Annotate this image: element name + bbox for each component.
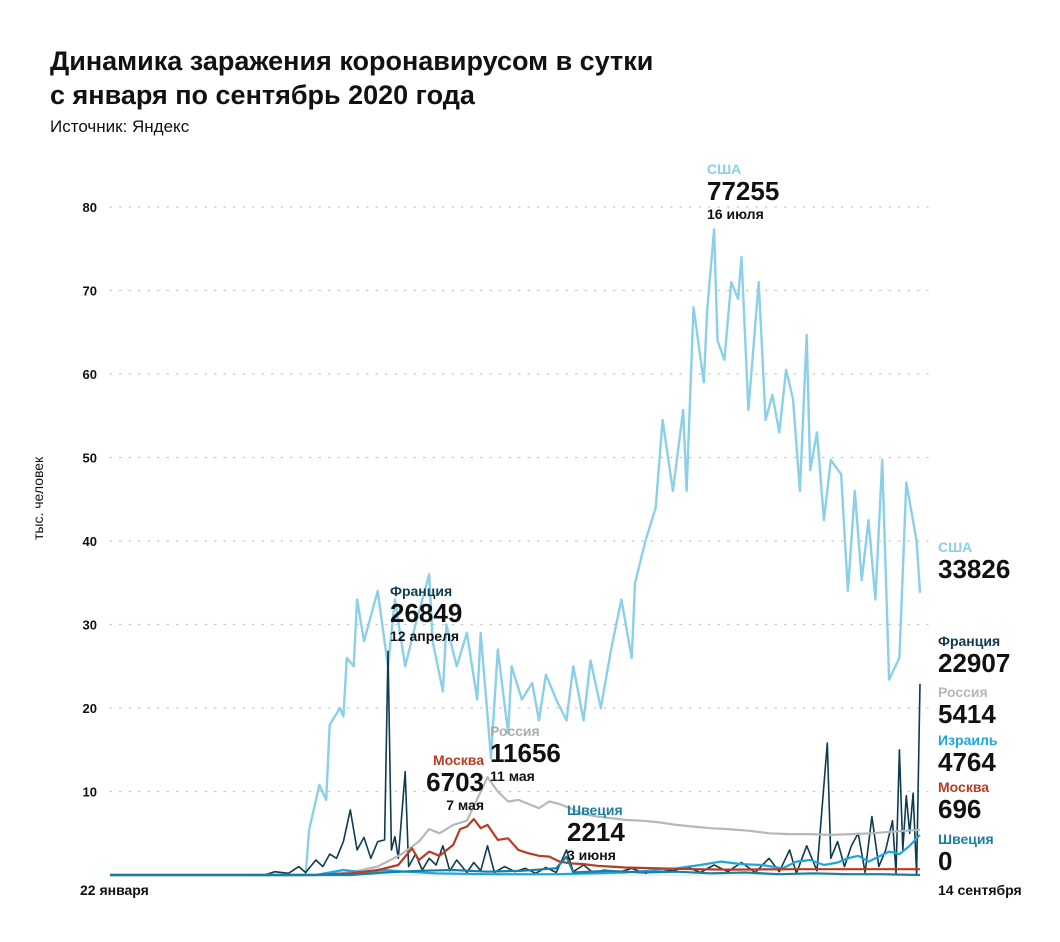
end-label-series: Израиль (938, 732, 998, 748)
end-label-value: 696 (938, 794, 982, 824)
annotation-series: США (707, 161, 742, 177)
annotation-value: 6703 (426, 767, 484, 797)
annotation-moscow: Москва 6703 7 мая (420, 753, 484, 812)
y-tick-label: 70 (83, 284, 97, 299)
series-line-Москва (110, 817, 920, 877)
end-label-value: 0 (938, 846, 953, 876)
end-label-value: 5414 (938, 699, 996, 729)
annotation-value: 26849 (390, 598, 463, 628)
annotation-value: 11656 (490, 738, 561, 768)
series-line-США (110, 228, 922, 877)
y-tick-label: 80 (83, 200, 97, 215)
end-label-series: Швеция (938, 831, 994, 847)
y-tick-label: 20 (83, 701, 97, 716)
end-label-sweden: Швеция 0 (938, 832, 994, 874)
end-label-value: 4764 (938, 747, 996, 777)
annotation-date: 11 мая (490, 768, 535, 784)
end-label-value: 22907 (938, 648, 1011, 678)
end-label-series: Франция (938, 633, 1001, 649)
end-label-moscow: Москва 696 (938, 780, 989, 822)
chart-title: Динамика заражения коронавирусом в сутки… (50, 44, 653, 112)
annotation-date: 12 апреля (390, 628, 460, 644)
end-label-series: США (938, 539, 973, 555)
series-line-Швеция (110, 855, 921, 877)
annotation-series: Швеция (567, 802, 623, 818)
annotation-date: 7 мая (446, 797, 484, 813)
y-tick-label: 50 (83, 451, 97, 466)
annotation-value: 2214 (567, 817, 625, 847)
end-label-france: Франция 22907 (938, 634, 1010, 676)
y-axis-label: тыс. человек (30, 456, 46, 540)
annotation-series: Франция (390, 583, 453, 599)
end-label-value: 33826 (938, 554, 1011, 584)
source-note: Источник: Яндекс (50, 117, 190, 136)
y-tick-label: 30 (83, 618, 97, 633)
annotation-date: 16 июля (707, 206, 764, 222)
annotation-sweden: Швеция 2214 3 июня (567, 803, 625, 862)
end-label-usa: США 33826 (938, 540, 1010, 582)
annotation-date: 3 июня (567, 847, 616, 863)
annotation-russia: Россия 11656 11 мая (490, 724, 561, 783)
end-label-series: Россия (938, 684, 988, 700)
title-line-2: с января по сентябрь 2020 года (50, 80, 475, 110)
annotation-series: Россия (490, 723, 540, 739)
annotation-series: Москва (432, 752, 484, 768)
x-tick-start: 22 января (80, 882, 149, 898)
end-label-series: Москва (938, 779, 990, 795)
end-label-russia: Россия 5414 (938, 685, 996, 727)
annotation-usa: США 77255 16 июля (707, 162, 779, 221)
end-label-israel: Израиль 4764 (938, 733, 997, 775)
series-line-Россия (110, 776, 921, 877)
y-tick-label: 10 (83, 785, 97, 800)
y-tick-label: 60 (83, 367, 97, 382)
series-line-Израиль (110, 834, 921, 877)
x-tick-end: 14 сентября (938, 882, 1022, 898)
annotation-france: Франция 26849 12 апреля (390, 584, 462, 643)
annotation-value: 77255 (707, 176, 780, 206)
y-tick-label: 40 (83, 534, 97, 549)
title-line-1: Динамика заражения коронавирусом в сутки (50, 46, 654, 76)
